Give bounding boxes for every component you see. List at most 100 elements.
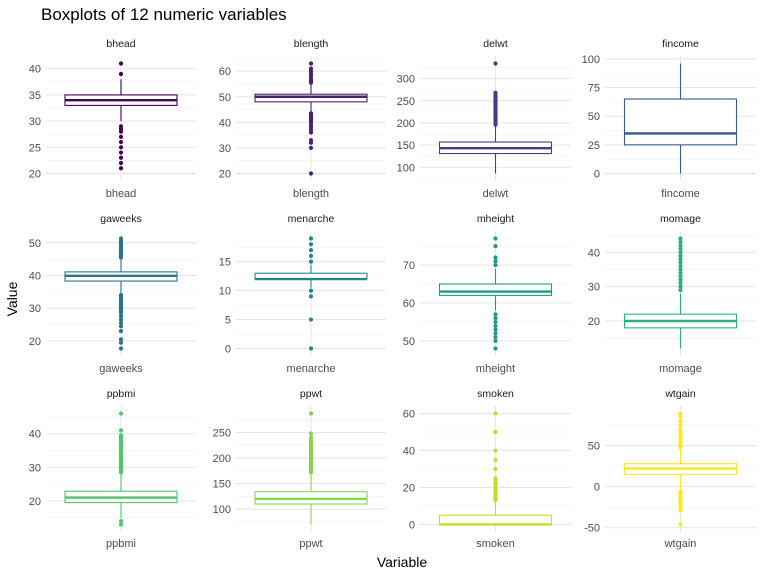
outlier-point bbox=[678, 263, 683, 269]
panel-ppwt: ppwt 100 150 200 250 ppwt bbox=[213, 388, 386, 550]
x-category-label: menarche bbox=[287, 363, 336, 375]
x-category-label: blength bbox=[293, 188, 329, 200]
outlier-point bbox=[118, 329, 124, 334]
y-tick-label: 20 bbox=[403, 482, 415, 494]
x-category-label: momage bbox=[659, 363, 702, 375]
outlier-point bbox=[118, 61, 124, 66]
panel-strip-label: smoken bbox=[477, 388, 514, 400]
x-category-label: wtgain bbox=[664, 538, 697, 550]
y-tick-label: 30 bbox=[588, 282, 600, 294]
outlier-point bbox=[493, 331, 498, 336]
outlier-point bbox=[118, 337, 124, 342]
outlier-point bbox=[118, 411, 124, 416]
y-tick-label: 0 bbox=[594, 482, 600, 494]
y-tick-label: 30 bbox=[29, 462, 41, 474]
outlier-point bbox=[308, 259, 314, 264]
outlier-point bbox=[678, 284, 683, 289]
outlier-point bbox=[493, 476, 498, 481]
outlier-point bbox=[678, 522, 683, 527]
panel-strip-label: delwt bbox=[483, 38, 508, 50]
y-tick-label: 300 bbox=[397, 74, 415, 86]
outlier-point bbox=[493, 346, 498, 351]
outlier-point bbox=[678, 277, 683, 282]
y-tick-label: 20 bbox=[588, 316, 600, 328]
iqr-box bbox=[438, 283, 553, 296]
y-tick-label: 60 bbox=[403, 409, 415, 421]
outlier-point bbox=[308, 61, 314, 66]
x-category-label: gaweeks bbox=[99, 363, 143, 375]
x-category-label: ppwt bbox=[299, 538, 322, 550]
outlier-point bbox=[678, 427, 683, 432]
panel-menarche: menarche 0 5 10 15 menarche bbox=[219, 213, 386, 375]
outlier-point bbox=[118, 155, 124, 160]
outlier-point bbox=[493, 236, 498, 241]
panel-strip-label: mheight bbox=[477, 213, 514, 225]
outlier-point bbox=[678, 411, 683, 416]
outlier-point bbox=[118, 134, 124, 139]
panel-blength: blength 20 30 40 50 60 blength bbox=[219, 38, 386, 200]
y-tick-label: 200 bbox=[397, 118, 415, 130]
y-tick-label: 40 bbox=[219, 117, 231, 129]
y-tick-label: 0 bbox=[225, 344, 231, 356]
outlier-point bbox=[493, 90, 498, 95]
y-tick-label: 15 bbox=[219, 257, 231, 269]
panel-delwt: delwt 100 150 200 250 300 delwt bbox=[397, 38, 571, 200]
y-tick-label: -50 bbox=[584, 523, 600, 535]
outlier-point bbox=[493, 429, 498, 435]
outlier-point bbox=[118, 160, 124, 166]
y-tick-label: 100 bbox=[582, 54, 600, 66]
outlier-point bbox=[118, 428, 124, 433]
outlier-point bbox=[308, 431, 314, 436]
outlier-point bbox=[493, 319, 498, 325]
outlier-point bbox=[118, 522, 124, 527]
y-tick-label: 40 bbox=[29, 64, 41, 76]
y-tick-label: 40 bbox=[403, 446, 415, 458]
outlier-point bbox=[118, 320, 124, 326]
y-tick-label: 250 bbox=[397, 96, 415, 108]
outlier-point bbox=[493, 323, 498, 328]
y-tick-label: 50 bbox=[219, 92, 231, 104]
x-category-label: bhead bbox=[106, 188, 137, 200]
outlier-point bbox=[118, 124, 124, 129]
y-tick-label: 40 bbox=[588, 247, 600, 259]
outlier-point bbox=[678, 414, 683, 419]
outlier-point bbox=[308, 138, 314, 143]
panel-strip-label: bhead bbox=[106, 38, 135, 50]
panel-mheight: mheight 50 60 70 mheight bbox=[403, 213, 571, 375]
y-tick-label: 20 bbox=[29, 336, 41, 348]
outlier-point bbox=[308, 317, 314, 322]
outlier-point bbox=[308, 411, 314, 416]
outlier-point bbox=[118, 236, 124, 241]
y-tick-label: 100 bbox=[397, 162, 415, 174]
outlier-point bbox=[493, 312, 498, 317]
outlier-point bbox=[118, 293, 124, 298]
x-axis-title: Variable bbox=[377, 554, 428, 570]
iqr-box bbox=[438, 514, 553, 526]
outlier-point bbox=[493, 255, 498, 260]
outlier-point bbox=[308, 294, 314, 299]
outlier-point bbox=[493, 457, 498, 462]
outlier-point bbox=[308, 236, 314, 241]
outlier-point bbox=[678, 281, 683, 286]
outlier-point bbox=[678, 253, 683, 258]
y-tick-label: 30 bbox=[29, 116, 41, 128]
y-tick-label: 30 bbox=[29, 303, 41, 315]
y-tick-label: 20 bbox=[219, 169, 231, 181]
y-tick-label: 70 bbox=[403, 260, 415, 272]
y-tick-label: 0 bbox=[409, 519, 415, 531]
outlier-point bbox=[678, 270, 683, 275]
panel-bhead: bhead 20 25 30 35 40 bhead bbox=[29, 38, 196, 200]
panel-strip-label: ppbmi bbox=[107, 388, 136, 400]
panel-strip-label: momage bbox=[660, 213, 701, 225]
outlier-point bbox=[678, 236, 683, 241]
outlier-point bbox=[118, 317, 124, 322]
y-tick-label: 25 bbox=[29, 142, 41, 154]
outlier-point bbox=[118, 139, 124, 145]
y-tick-label: 50 bbox=[29, 238, 41, 250]
panel-smoken: smoken 0 20 40 60 smoken bbox=[403, 388, 571, 550]
outlier-point bbox=[118, 324, 124, 329]
panel-strip-label: gaweeks bbox=[100, 213, 141, 225]
outlier-point bbox=[493, 411, 498, 416]
outlier-point bbox=[493, 316, 498, 321]
